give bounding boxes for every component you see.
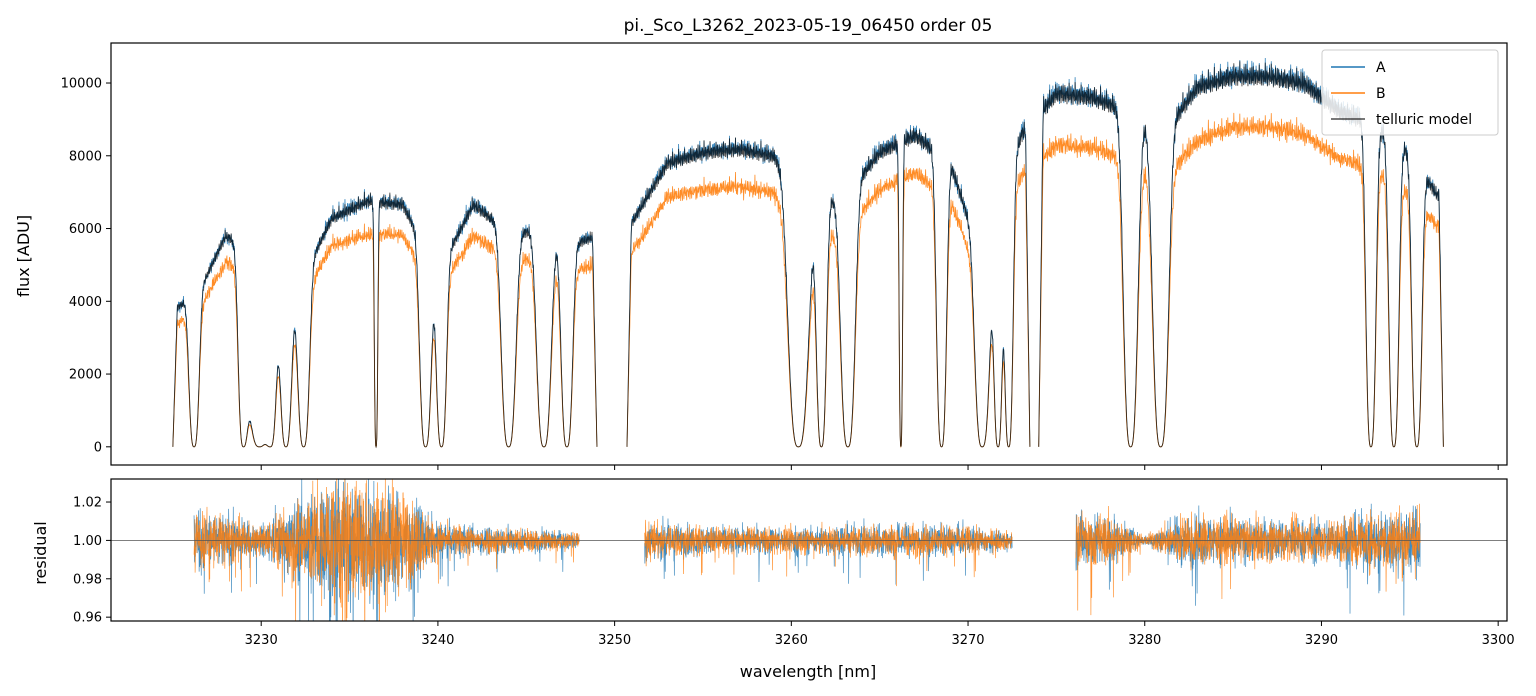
x-tick-label-3240: 3240 [421,633,454,648]
residual-series-b-segment-1 [193,479,580,621]
residual-series-b-segment-3 [1075,503,1421,616]
flux-y-tick-label-2000: 2000 [69,368,102,383]
residual-y-tick-label-0.96: 0.96 [73,611,102,626]
legend-label-a: A [1376,60,1386,76]
x-axis-label: wavelength [nm] [740,662,877,681]
residual-lines [111,479,1507,621]
legend: A B telluric model [1321,49,1499,136]
flux-lines [172,57,1444,449]
residual-series-b-segment-2 [644,519,1013,587]
legend-label-b: B [1376,86,1386,102]
flux-y-tick-label-8000: 8000 [69,149,102,164]
x-tick-label-3230: 3230 [245,633,278,648]
residual-axes-frame [110,478,1508,622]
legend-box [1321,49,1499,136]
x-tick-label-3290: 3290 [1305,633,1338,648]
flux-x-ticks [260,465,1499,470]
flux-axes-frame [110,42,1508,466]
flux-series-b-segment-2 [626,164,1031,449]
flux-y-tick-label-10000: 10000 [61,77,102,92]
flux-y-ticks: 0 2000 4000 6000 8000 10000 [61,77,111,455]
chart-title: pi._Sco_L3262_2023-05-19_06450 order 05 [624,16,993,36]
flux-series-telluric-model-segment-2 [626,121,1031,448]
x-tick-label-3270: 3270 [951,633,984,648]
residual-panel: 0.96 0.98 1.00 1.02 3230 3240 3250 3260 3270 328… [31,478,1515,648]
legend-label-telluric: telluric model [1376,112,1472,128]
x-tick-label-3250: 3250 [598,633,631,648]
flux-y-label: flux [ADU] [14,215,33,297]
flux-series-telluric-model-segment-1 [172,191,598,449]
x-tick-label-3260: 3260 [775,633,808,648]
residual-y-tick-label-1.00: 1.00 [73,534,102,549]
residual-series-a-segment-2 [644,515,1013,585]
flux-panel: 0 2000 4000 6000 8000 10000 flux [ADU] A B te… [14,42,1508,470]
x-tick-label-3300: 3300 [1482,633,1515,648]
residual-y-tick-label-0.98: 0.98 [73,572,102,587]
residual-y-tick-label-1.02: 1.02 [73,496,102,511]
residual-y-label: residual [31,521,50,584]
flux-series-telluric-model-segment-3 [1038,61,1444,448]
residual-y-ticks: 0.96 0.98 1.00 1.02 [73,496,111,626]
flux-y-tick-label-4000: 4000 [69,295,102,310]
flux-y-tick-label-0: 0 [94,440,102,455]
x-tick-label-3280: 3280 [1128,633,1161,648]
residual-x-ticks: 3230 3240 3250 3260 3270 3280 3290 3300 [245,621,1515,648]
flux-y-tick-label-6000: 6000 [69,222,102,237]
